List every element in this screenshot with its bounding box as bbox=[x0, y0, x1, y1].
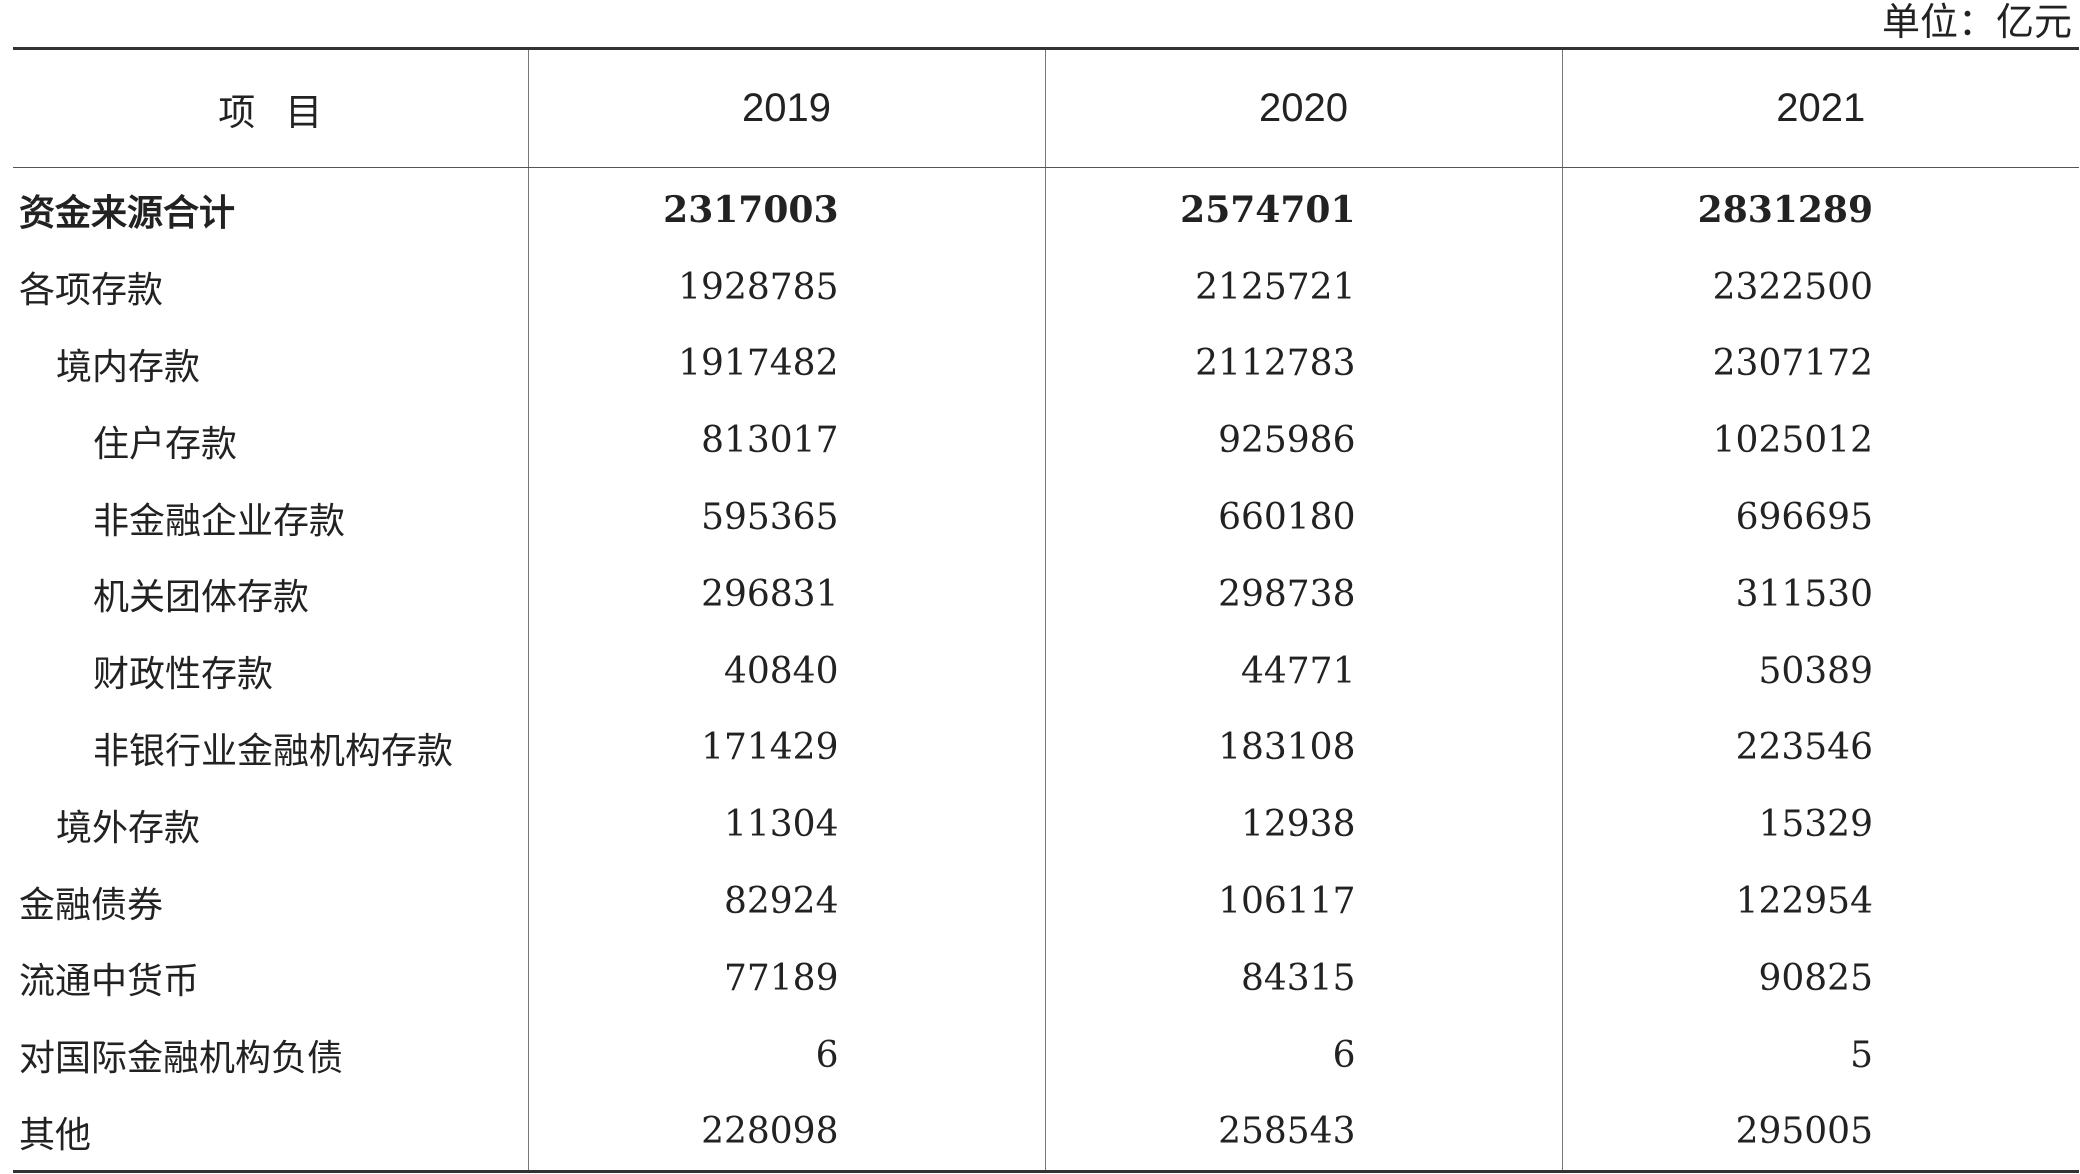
cell-2020: 2574701 bbox=[1044, 167, 1562, 249]
cell-2020: 84315 bbox=[1044, 939, 1562, 1017]
cell-2021: 122954 bbox=[1561, 863, 2079, 940]
table-row: 对国际金融机构负债 6 6 5 bbox=[13, 1016, 2079, 1094]
cell-2019: 11304 bbox=[527, 786, 1045, 864]
row-label: 财政性存款 bbox=[93, 654, 274, 696]
cell-2019: 813017 bbox=[527, 402, 1045, 480]
row-label: 各项存款 bbox=[19, 270, 164, 312]
cell-2020: 2125721 bbox=[1044, 248, 1562, 326]
row-label: 非银行业金融机构存款 bbox=[93, 730, 454, 772]
cell-2019: 77189 bbox=[527, 939, 1045, 1017]
table-row: 财政性存款 40840 44771 50389 bbox=[13, 632, 2079, 710]
header-item: 项目 bbox=[13, 47, 528, 168]
cell-2019: 228098 bbox=[527, 1093, 1045, 1174]
cell-2021: 5 bbox=[1561, 1016, 2079, 1094]
table-row: 金融债券 82924 106117 122954 bbox=[13, 863, 2079, 940]
unit-label: 单位：亿元 bbox=[1881, 0, 2072, 44]
cell-2021: 2831289 bbox=[1561, 167, 2079, 249]
cell-2020: 298738 bbox=[1044, 555, 1562, 633]
cell-2021: 90825 bbox=[1561, 939, 2079, 1017]
cell-2021: 1025012 bbox=[1561, 402, 2079, 480]
cell-2021: 15329 bbox=[1561, 786, 2079, 864]
row-label: 其他 bbox=[13, 1093, 528, 1174]
cell-2021: 696695 bbox=[1561, 479, 2079, 556]
cell-2020: 44771 bbox=[1044, 632, 1562, 710]
table-row: 非银行业金融机构存款 171429 183108 223546 bbox=[13, 709, 2079, 787]
funding-sources-table: 项目 2019 2020 2021 资金来源合计 2317003 2574701 28… bbox=[13, 47, 2079, 1174]
cell-2019: 40840 bbox=[527, 632, 1045, 710]
table-row: 资金来源合计 2317003 2574701 2831289 bbox=[13, 167, 2079, 249]
header-year-2020: 2020 bbox=[1044, 47, 1562, 168]
header-year-2021: 2021 bbox=[1561, 47, 2079, 168]
cell-2019: 595365 bbox=[527, 479, 1045, 556]
cell-2020: 258543 bbox=[1044, 1093, 1562, 1174]
table-header: 项目 2019 2020 2021 bbox=[13, 47, 2079, 168]
table-body: 资金来源合计 2317003 2574701 2831289 各项存款 1928785 21… bbox=[13, 167, 2079, 1174]
cell-2019: 1928785 bbox=[527, 248, 1045, 326]
cell-2021: 311530 bbox=[1561, 555, 2079, 633]
cell-2021: 223546 bbox=[1561, 709, 2079, 787]
cell-2019: 6 bbox=[527, 1016, 1045, 1094]
row-label: 金融债券 bbox=[19, 884, 164, 926]
cell-2021: 50389 bbox=[1561, 632, 2079, 710]
cell-2021: 295005 bbox=[1561, 1093, 2079, 1174]
table-row: 流通中货币 77189 84315 90825 bbox=[13, 939, 2079, 1017]
cell-2019: 1917482 bbox=[527, 325, 1045, 403]
cell-2020: 12938 bbox=[1044, 786, 1562, 864]
row-label: 机关团体存款 bbox=[93, 577, 310, 619]
row-label: 境内存款 bbox=[56, 346, 201, 388]
table-row: 非金融企业存款 595365 660180 696695 bbox=[13, 479, 2079, 556]
table-row: 境内存款 1917482 2112783 2307172 bbox=[13, 325, 2079, 403]
cell-2020: 6 bbox=[1044, 1016, 1562, 1094]
cell-2020: 660180 bbox=[1044, 479, 1562, 556]
cell-2021: 2322500 bbox=[1561, 248, 2079, 326]
cell-2019: 296831 bbox=[527, 555, 1045, 633]
row-label: 资金来源合计 bbox=[19, 192, 236, 235]
cell-2019: 82924 bbox=[527, 863, 1045, 940]
cell-2021: 2307172 bbox=[1561, 325, 2079, 403]
table-row: 各项存款 1928785 2125721 2322500 bbox=[13, 248, 2079, 326]
table-row: 其他 228098 258543 295005 bbox=[13, 1093, 2079, 1174]
table-row: 机关团体存款 296831 298738 311530 bbox=[13, 555, 2079, 633]
table-row: 境外存款 11304 12938 15329 bbox=[13, 786, 2079, 864]
cell-2019: 2317003 bbox=[527, 167, 1045, 249]
cell-2019: 171429 bbox=[527, 709, 1045, 787]
header-year-2019: 2019 bbox=[527, 47, 1045, 168]
cell-2020: 925986 bbox=[1044, 402, 1562, 480]
row-label: 境外存款 bbox=[56, 807, 201, 849]
cell-2020: 183108 bbox=[1044, 709, 1562, 787]
row-label: 住户存款 bbox=[93, 423, 238, 465]
cell-2020: 106117 bbox=[1044, 863, 1562, 940]
row-label: 流通中货币 bbox=[19, 961, 200, 1003]
header-row: 项目 2019 2020 2021 bbox=[13, 47, 2079, 168]
row-label: 对国际金融机构负债 bbox=[19, 1038, 344, 1080]
table-row: 住户存款 813017 925986 1025012 bbox=[13, 402, 2079, 480]
row-label: 非金融企业存款 bbox=[93, 500, 346, 542]
cell-2020: 2112783 bbox=[1044, 325, 1562, 403]
